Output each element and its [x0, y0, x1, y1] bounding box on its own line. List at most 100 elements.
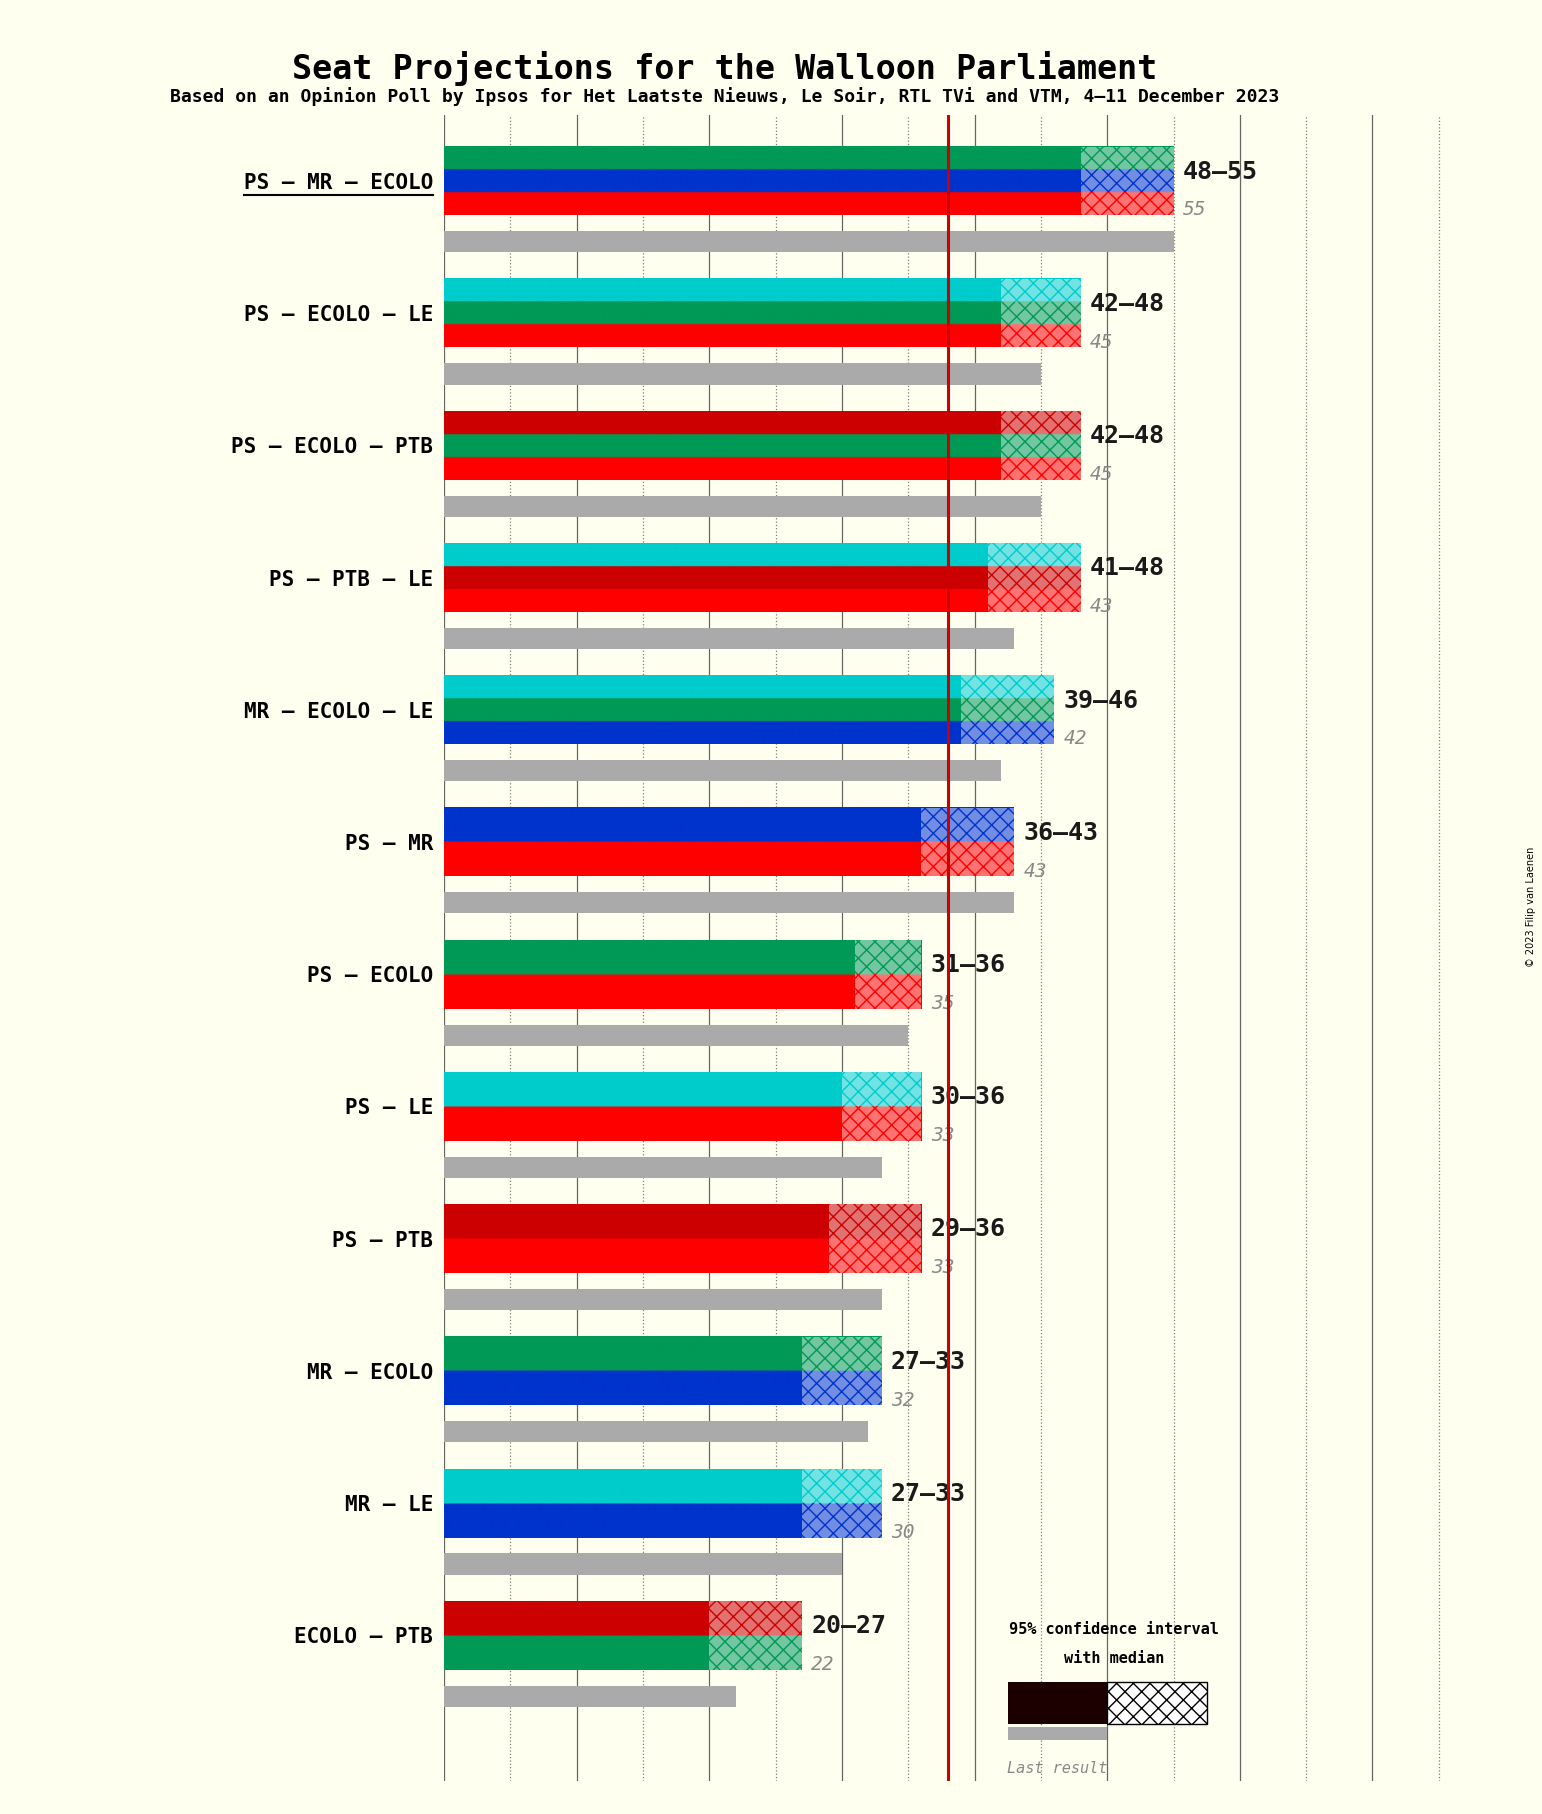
- Bar: [828, 1239, 922, 1273]
- Bar: [444, 892, 1015, 914]
- Bar: [961, 722, 1055, 744]
- Bar: [1001, 301, 1081, 325]
- Bar: [802, 1469, 882, 1538]
- Bar: [988, 590, 1081, 611]
- Text: 48–55: 48–55: [1183, 160, 1258, 183]
- Text: 45: 45: [1090, 464, 1113, 484]
- Bar: [1001, 457, 1081, 479]
- Text: 32: 32: [891, 1391, 914, 1409]
- Bar: [828, 1239, 922, 1273]
- Bar: [1001, 412, 1081, 434]
- Bar: [922, 807, 1015, 842]
- Bar: [709, 1636, 802, 1671]
- Bar: [1001, 434, 1081, 457]
- Text: 27–33: 27–33: [891, 1350, 965, 1373]
- Text: © 2023 Filip van Laenen: © 2023 Filip van Laenen: [1527, 847, 1536, 967]
- Bar: [1081, 147, 1173, 169]
- Bar: [961, 698, 1055, 722]
- Bar: [988, 542, 1081, 566]
- Bar: [802, 1469, 882, 1504]
- Bar: [828, 1204, 922, 1239]
- Text: 95% confidence interval: 95% confidence interval: [1008, 1622, 1218, 1636]
- Bar: [1081, 192, 1173, 216]
- Text: 33: 33: [931, 1259, 954, 1277]
- Text: 45: 45: [1090, 332, 1113, 352]
- Bar: [444, 1553, 842, 1575]
- Bar: [988, 590, 1081, 611]
- Bar: [444, 1420, 868, 1442]
- Text: 43: 43: [1090, 597, 1113, 617]
- Bar: [1081, 147, 1173, 169]
- Bar: [922, 842, 1015, 876]
- Bar: [444, 495, 1041, 517]
- Bar: [988, 542, 1081, 566]
- Text: Last result: Last result: [1007, 1761, 1107, 1776]
- Text: 41–48: 41–48: [1090, 557, 1164, 580]
- Bar: [922, 807, 1015, 876]
- Bar: [1107, 1682, 1207, 1723]
- Text: 42: 42: [1064, 729, 1087, 749]
- Text: 30–36: 30–36: [931, 1085, 1005, 1108]
- Bar: [961, 722, 1055, 744]
- Bar: [1001, 457, 1081, 479]
- Bar: [1008, 1727, 1107, 1740]
- Text: 29–36: 29–36: [931, 1217, 1005, 1241]
- Bar: [1001, 325, 1081, 348]
- Bar: [1001, 279, 1081, 301]
- Bar: [802, 1371, 882, 1406]
- Bar: [1081, 169, 1173, 192]
- Bar: [444, 1157, 882, 1177]
- Bar: [1001, 434, 1081, 457]
- Bar: [1001, 325, 1081, 348]
- Bar: [444, 1025, 908, 1045]
- Bar: [961, 675, 1055, 744]
- Text: Based on an Opinion Poll by Ipsos for Het Laatste Nieuws, Le Soir, RTL TVi and V: Based on an Opinion Poll by Ipsos for He…: [170, 87, 1280, 105]
- Bar: [1008, 1682, 1107, 1723]
- Bar: [856, 974, 922, 1009]
- Bar: [444, 628, 1015, 649]
- Text: with median: with median: [1064, 1651, 1164, 1665]
- Text: 42–48: 42–48: [1090, 424, 1164, 448]
- Bar: [988, 566, 1081, 590]
- Bar: [842, 1072, 922, 1107]
- Bar: [802, 1337, 882, 1371]
- Bar: [802, 1371, 882, 1406]
- Bar: [444, 230, 1173, 252]
- Bar: [1081, 169, 1173, 192]
- Bar: [961, 698, 1055, 722]
- Bar: [709, 1602, 802, 1636]
- Text: Seat Projections for the Walloon Parliament: Seat Projections for the Walloon Parliam…: [291, 51, 1158, 85]
- Bar: [1107, 1682, 1207, 1723]
- Bar: [444, 1685, 736, 1707]
- Text: 30: 30: [891, 1522, 914, 1542]
- Text: 27–33: 27–33: [891, 1482, 965, 1506]
- Bar: [709, 1636, 802, 1671]
- Bar: [1001, 412, 1081, 434]
- Text: 20–27: 20–27: [811, 1614, 887, 1638]
- Bar: [1081, 147, 1173, 216]
- Text: 39–46: 39–46: [1064, 689, 1138, 713]
- Bar: [842, 1107, 922, 1141]
- Bar: [1107, 1682, 1207, 1723]
- Bar: [856, 974, 922, 1009]
- Bar: [444, 1290, 882, 1310]
- Bar: [922, 842, 1015, 876]
- Bar: [842, 1072, 922, 1107]
- Bar: [444, 363, 1041, 385]
- Bar: [709, 1602, 802, 1636]
- Bar: [828, 1204, 922, 1273]
- Bar: [842, 1072, 922, 1141]
- Bar: [842, 1107, 922, 1141]
- Bar: [1001, 412, 1081, 479]
- Bar: [802, 1469, 882, 1504]
- Bar: [1001, 301, 1081, 325]
- Bar: [802, 1504, 882, 1538]
- Bar: [988, 566, 1081, 590]
- Bar: [802, 1504, 882, 1538]
- Text: 36–43: 36–43: [1024, 820, 1098, 845]
- Text: 31–36: 31–36: [931, 952, 1005, 978]
- Bar: [988, 542, 1081, 611]
- Text: 35: 35: [931, 994, 954, 1012]
- Bar: [1001, 279, 1081, 301]
- Bar: [802, 1337, 882, 1406]
